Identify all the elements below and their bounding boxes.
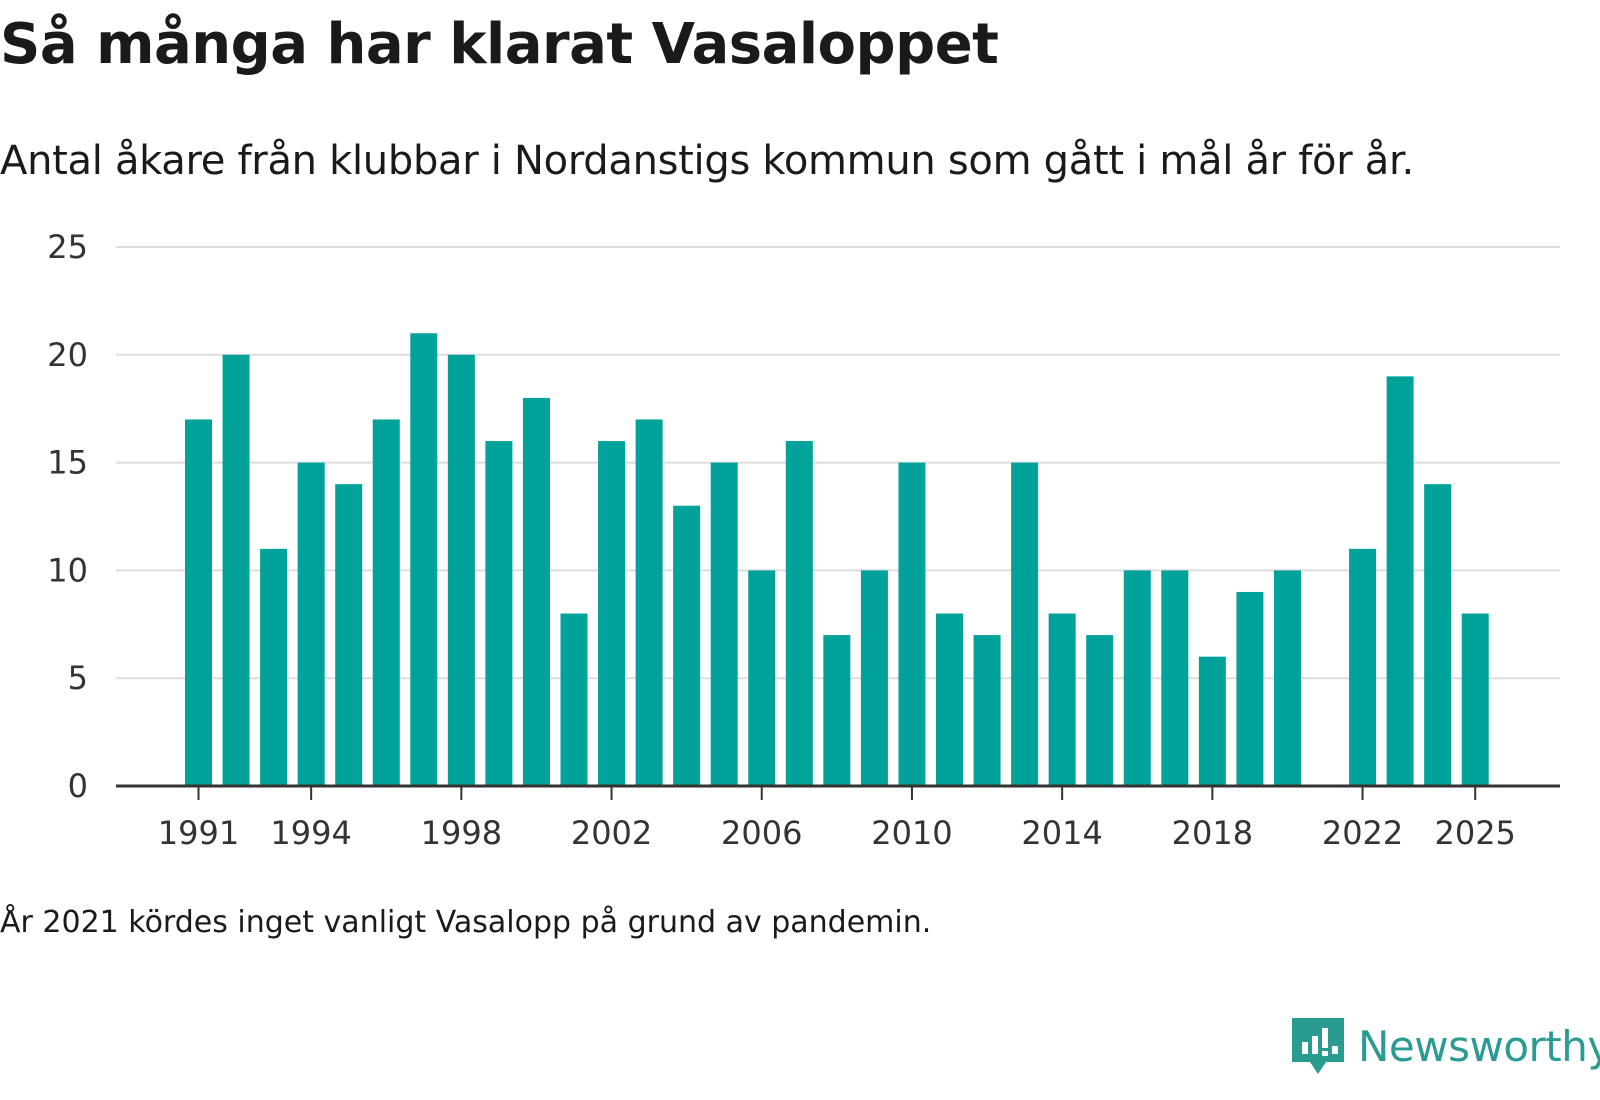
bar (410, 333, 438, 786)
bars (185, 333, 1489, 786)
x-tick-label: 1991 (158, 814, 239, 852)
bar (598, 441, 626, 786)
bar (710, 462, 738, 786)
x-tick-label: 1998 (421, 814, 502, 852)
y-tick-label: 0 (68, 767, 88, 805)
bar (823, 635, 851, 786)
bar (560, 613, 588, 786)
x-axis: 1991 1994 1998 2002 2006 2010 2014 2018 2022 2025 (116, 784, 1560, 852)
gridlines (116, 246, 1560, 680)
x-tick-label: 2002 (571, 814, 652, 852)
bar (1273, 570, 1301, 786)
bar (1048, 613, 1076, 786)
bar (372, 419, 400, 786)
y-tick-label: 20 (47, 336, 88, 374)
y-tick-label: 15 (47, 444, 88, 482)
bar (1011, 462, 1039, 786)
bar (785, 441, 813, 786)
x-tick-label: 2018 (1172, 814, 1253, 852)
chart-title: Så många har klarat Vasaloppet (0, 12, 999, 77)
bar (1123, 570, 1151, 786)
bar (936, 613, 963, 786)
bar (1236, 591, 1264, 786)
bar (447, 354, 475, 786)
y-axis-ticks: 0 5 10 15 20 25 (47, 228, 88, 805)
x-tick-label: 2010 (871, 814, 952, 852)
bar (485, 441, 513, 786)
x-tick-label: 2006 (721, 814, 802, 852)
bar (1386, 376, 1414, 786)
bar (297, 462, 325, 786)
newsworthy-logo-icon (1292, 1018, 1344, 1074)
bar (673, 505, 701, 786)
brand-logo: Newsworthy (1292, 1018, 1600, 1074)
bar (522, 397, 550, 786)
x-tick-label: 2022 (1322, 814, 1403, 852)
bar (635, 419, 663, 786)
bar (898, 462, 926, 786)
y-tick-label: 25 (47, 228, 88, 266)
bar (1161, 570, 1189, 786)
bar (860, 570, 888, 786)
brand-name: Newsworthy (1358, 1021, 1600, 1071)
footnote: År 2021 kördes inget vanligt Vasalopp på… (0, 905, 932, 940)
x-tick-label: 2025 (1434, 814, 1515, 852)
bar (1086, 635, 1114, 786)
bar (1349, 548, 1377, 786)
bar (185, 419, 212, 786)
x-tick-label: 1994 (270, 814, 351, 852)
y-tick-label: 5 (68, 659, 88, 697)
bar (1461, 613, 1489, 786)
bar (260, 548, 288, 786)
x-tick-label: 2014 (1021, 814, 1102, 852)
bar (222, 354, 250, 786)
bar (748, 570, 776, 786)
y-tick-label: 10 (47, 551, 88, 589)
bar (1424, 484, 1452, 786)
bar (335, 484, 363, 786)
bar (1198, 656, 1226, 786)
chart-subtitle: Antal åkare från klubbar i Nordanstigs k… (0, 138, 1414, 184)
bar (973, 635, 1001, 786)
